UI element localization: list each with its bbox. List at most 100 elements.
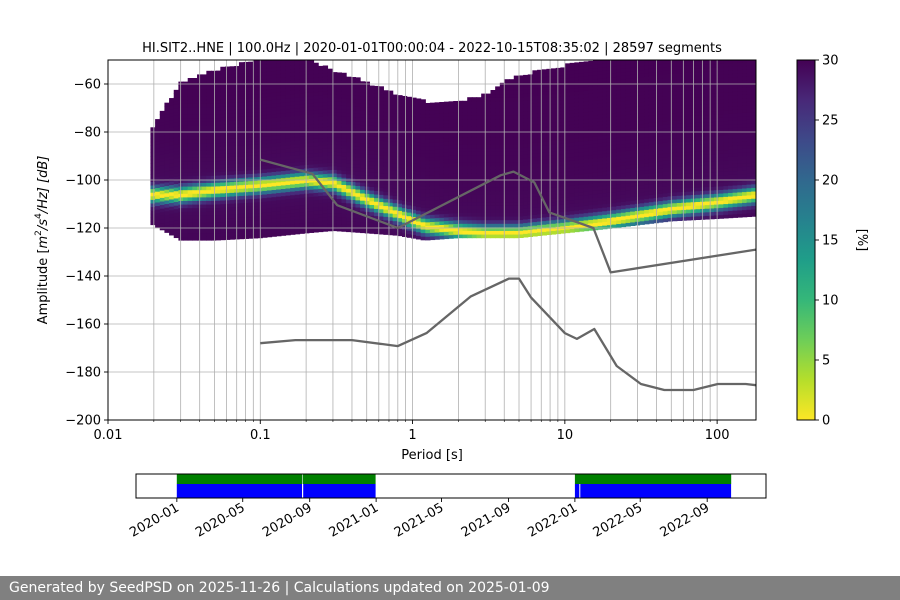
heatmap-cell — [462, 122, 468, 127]
heatmap-cell — [397, 185, 403, 190]
heatmap-cell — [565, 110, 571, 115]
heatmap-cell — [574, 227, 580, 233]
heatmap-cell — [578, 72, 585, 77]
heatmap-cell — [606, 224, 613, 229]
heatmap-cell — [578, 97, 585, 103]
heatmap-cell — [262, 186, 268, 191]
heatmap-cell — [420, 200, 426, 205]
heatmap-cell — [495, 93, 501, 98]
heatmap-cell — [327, 209, 333, 214]
heatmap-cell — [425, 192, 431, 198]
heatmap-cell — [457, 115, 464, 120]
heatmap-cell — [173, 125, 179, 131]
heatmap-cell — [630, 85, 636, 90]
heatmap-cell — [481, 234, 487, 239]
heatmap-cell — [639, 109, 645, 114]
heatmap-cell — [304, 182, 310, 187]
heatmap-cell — [341, 123, 347, 128]
heatmap-cell — [397, 109, 403, 114]
heatmap-cell — [616, 97, 622, 102]
heatmap-cell — [518, 197, 524, 203]
heatmap-cell — [625, 157, 631, 162]
heatmap-cell — [565, 189, 571, 194]
heatmap-cell — [630, 171, 636, 176]
heatmap-cell — [206, 200, 212, 205]
heatmap-cell — [471, 169, 478, 174]
heatmap-cell — [588, 89, 594, 94]
heatmap-cell — [299, 100, 305, 105]
heatmap-cell — [518, 104, 524, 109]
heatmap-cell — [611, 101, 617, 106]
heatmap-cell — [360, 196, 366, 201]
heatmap-cell — [630, 189, 636, 194]
heatmap-cell — [523, 110, 529, 116]
heatmap-cell — [597, 185, 603, 191]
heatmap-cell — [169, 216, 175, 222]
heatmap-cell — [276, 149, 282, 154]
heatmap-cell — [243, 184, 249, 189]
heatmap-cell — [569, 145, 575, 150]
heatmap-cell — [401, 214, 408, 219]
heatmap-cell — [551, 230, 557, 235]
heatmap-cell — [513, 201, 520, 206]
heatmap-cell — [220, 113, 226, 118]
heatmap-cell — [578, 227, 585, 232]
heatmap-cell — [159, 190, 166, 195]
heatmap-cell — [346, 127, 352, 132]
heatmap-cell — [658, 88, 664, 94]
heatmap-cell — [672, 80, 678, 85]
heatmap-cell — [388, 137, 394, 142]
heatmap-cell — [481, 162, 487, 167]
heatmap-cell — [532, 160, 538, 165]
heatmap-cell — [392, 177, 398, 182]
heatmap-cell — [215, 117, 221, 122]
heatmap-cell — [644, 119, 650, 124]
heatmap-cell — [662, 207, 669, 212]
heatmap-cell — [509, 97, 515, 102]
heatmap-cell — [448, 166, 454, 171]
heatmap-cell — [672, 159, 678, 164]
heatmap-cell — [322, 169, 329, 175]
heatmap-cell — [304, 218, 310, 223]
heatmap-cell — [583, 61, 589, 66]
heatmap-cell — [183, 214, 189, 219]
heatmap-cell — [299, 92, 305, 98]
heatmap-cell — [504, 133, 510, 138]
heatmap-cell — [271, 153, 277, 158]
heatmap-cell — [220, 160, 226, 165]
heatmap-cell — [192, 135, 198, 140]
heatmap-cell — [397, 145, 403, 150]
heatmap-cell — [606, 184, 613, 190]
heatmap-cell — [415, 195, 422, 200]
heatmap-cell — [415, 210, 422, 215]
heatmap-cell — [169, 198, 175, 204]
heatmap-cell — [266, 89, 273, 94]
heatmap-cell — [509, 115, 515, 120]
heatmap-cell — [495, 219, 501, 224]
heatmap-cell — [187, 121, 193, 126]
heatmap-cell — [401, 149, 408, 155]
heatmap-cell — [523, 215, 529, 220]
heatmap-cell — [560, 229, 566, 234]
heatmap-cell — [224, 199, 231, 204]
heatmap-cell — [224, 124, 231, 129]
heatmap-cell — [620, 201, 627, 206]
heatmap-cell — [648, 79, 655, 84]
heatmap-cell — [304, 167, 310, 173]
heatmap-cell — [630, 139, 636, 144]
heatmap-cell — [327, 219, 333, 225]
heatmap-cell — [569, 174, 575, 179]
heatmap-cell — [481, 154, 487, 159]
heatmap-cell — [672, 137, 678, 143]
heatmap-cell — [644, 209, 650, 214]
heatmap-cell — [672, 91, 678, 96]
heatmap-cell — [183, 142, 189, 147]
heatmap-cell — [606, 210, 613, 215]
heatmap-cell — [425, 131, 431, 136]
heatmap-cell — [290, 191, 296, 196]
heatmap-cell — [509, 216, 515, 221]
heatmap-cell — [290, 119, 296, 124]
heatmap-cell — [313, 159, 319, 165]
heatmap-cell — [620, 78, 627, 84]
heatmap-cell — [215, 121, 221, 126]
